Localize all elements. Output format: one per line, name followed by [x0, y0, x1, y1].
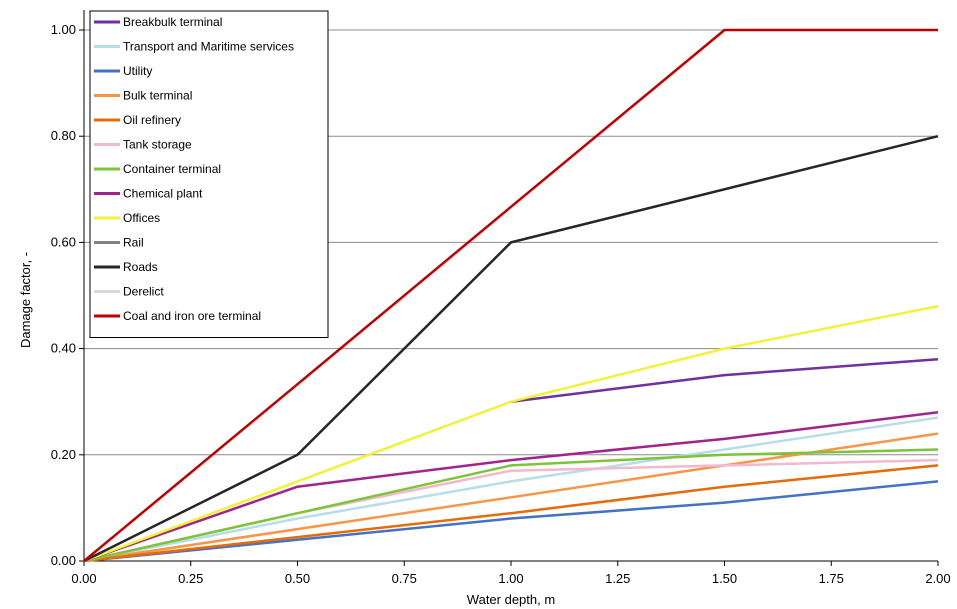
y-tick-label: 0.40	[51, 341, 76, 356]
y-tick-label: 0.20	[51, 447, 76, 462]
series-lines	[83, 28, 939, 563]
x-tick-label: 1.50	[712, 571, 737, 586]
series-line-10	[83, 134, 939, 563]
series-line-6	[83, 448, 939, 563]
series-line-3	[83, 432, 939, 563]
legend-label: Bulk terminal	[123, 89, 192, 103]
y-tick-label: 0.00	[51, 553, 76, 568]
legend-label: Chemical plant	[123, 187, 203, 201]
legend-label: Coal and iron ore terminal	[123, 309, 261, 323]
legend-label: Rail	[123, 236, 144, 250]
y-tick-label: 0.80	[51, 128, 76, 143]
series-line-4	[83, 464, 939, 563]
x-tick-label: 0.50	[285, 571, 310, 586]
x-tick-label: 0.25	[178, 571, 203, 586]
legend-label: Breakbulk terminal	[123, 15, 222, 29]
series-line-8	[83, 304, 939, 563]
legend: Breakbulk terminal Transport and Maritime…	[89, 10, 329, 338]
tick-labels: 0.00 0.20 0.40 0.60 0.80 1.00 0.00 0.25 0.50 0.75…	[51, 22, 951, 586]
legend-label: Roads	[123, 260, 158, 274]
series-line-12	[83, 28, 938, 562]
y-axis-label: Damage factor, -	[18, 252, 33, 348]
x-tick-label: 0.75	[392, 571, 417, 586]
series-line-0	[510, 357, 939, 403]
x-tick-label: 1.25	[605, 571, 630, 586]
legend-label: Offices	[123, 211, 160, 225]
x-tick-label: 1.75	[819, 571, 844, 586]
x-axis-label: Water depth, m	[467, 592, 555, 607]
legend-box	[89, 10, 329, 338]
legend-label: Container terminal	[123, 162, 221, 176]
x-tick-label: 1.00	[498, 571, 523, 586]
y-tick-label: 1.00	[51, 22, 76, 37]
series-line-7	[83, 411, 939, 563]
legend-label: Tank storage	[123, 138, 192, 152]
legend-label: Oil refinery	[123, 113, 181, 127]
legend-label: Transport and Maritime services	[123, 40, 294, 54]
x-tick-label: 0.00	[71, 571, 96, 586]
x-tick-label: 2.00	[925, 571, 950, 586]
legend-label: Utility	[123, 64, 152, 78]
legend-label: Derelict	[123, 285, 164, 299]
axes	[79, 10, 939, 566]
series-line-2	[83, 480, 939, 563]
series-line-1	[83, 416, 939, 563]
y-tick-label: 0.60	[51, 234, 76, 249]
